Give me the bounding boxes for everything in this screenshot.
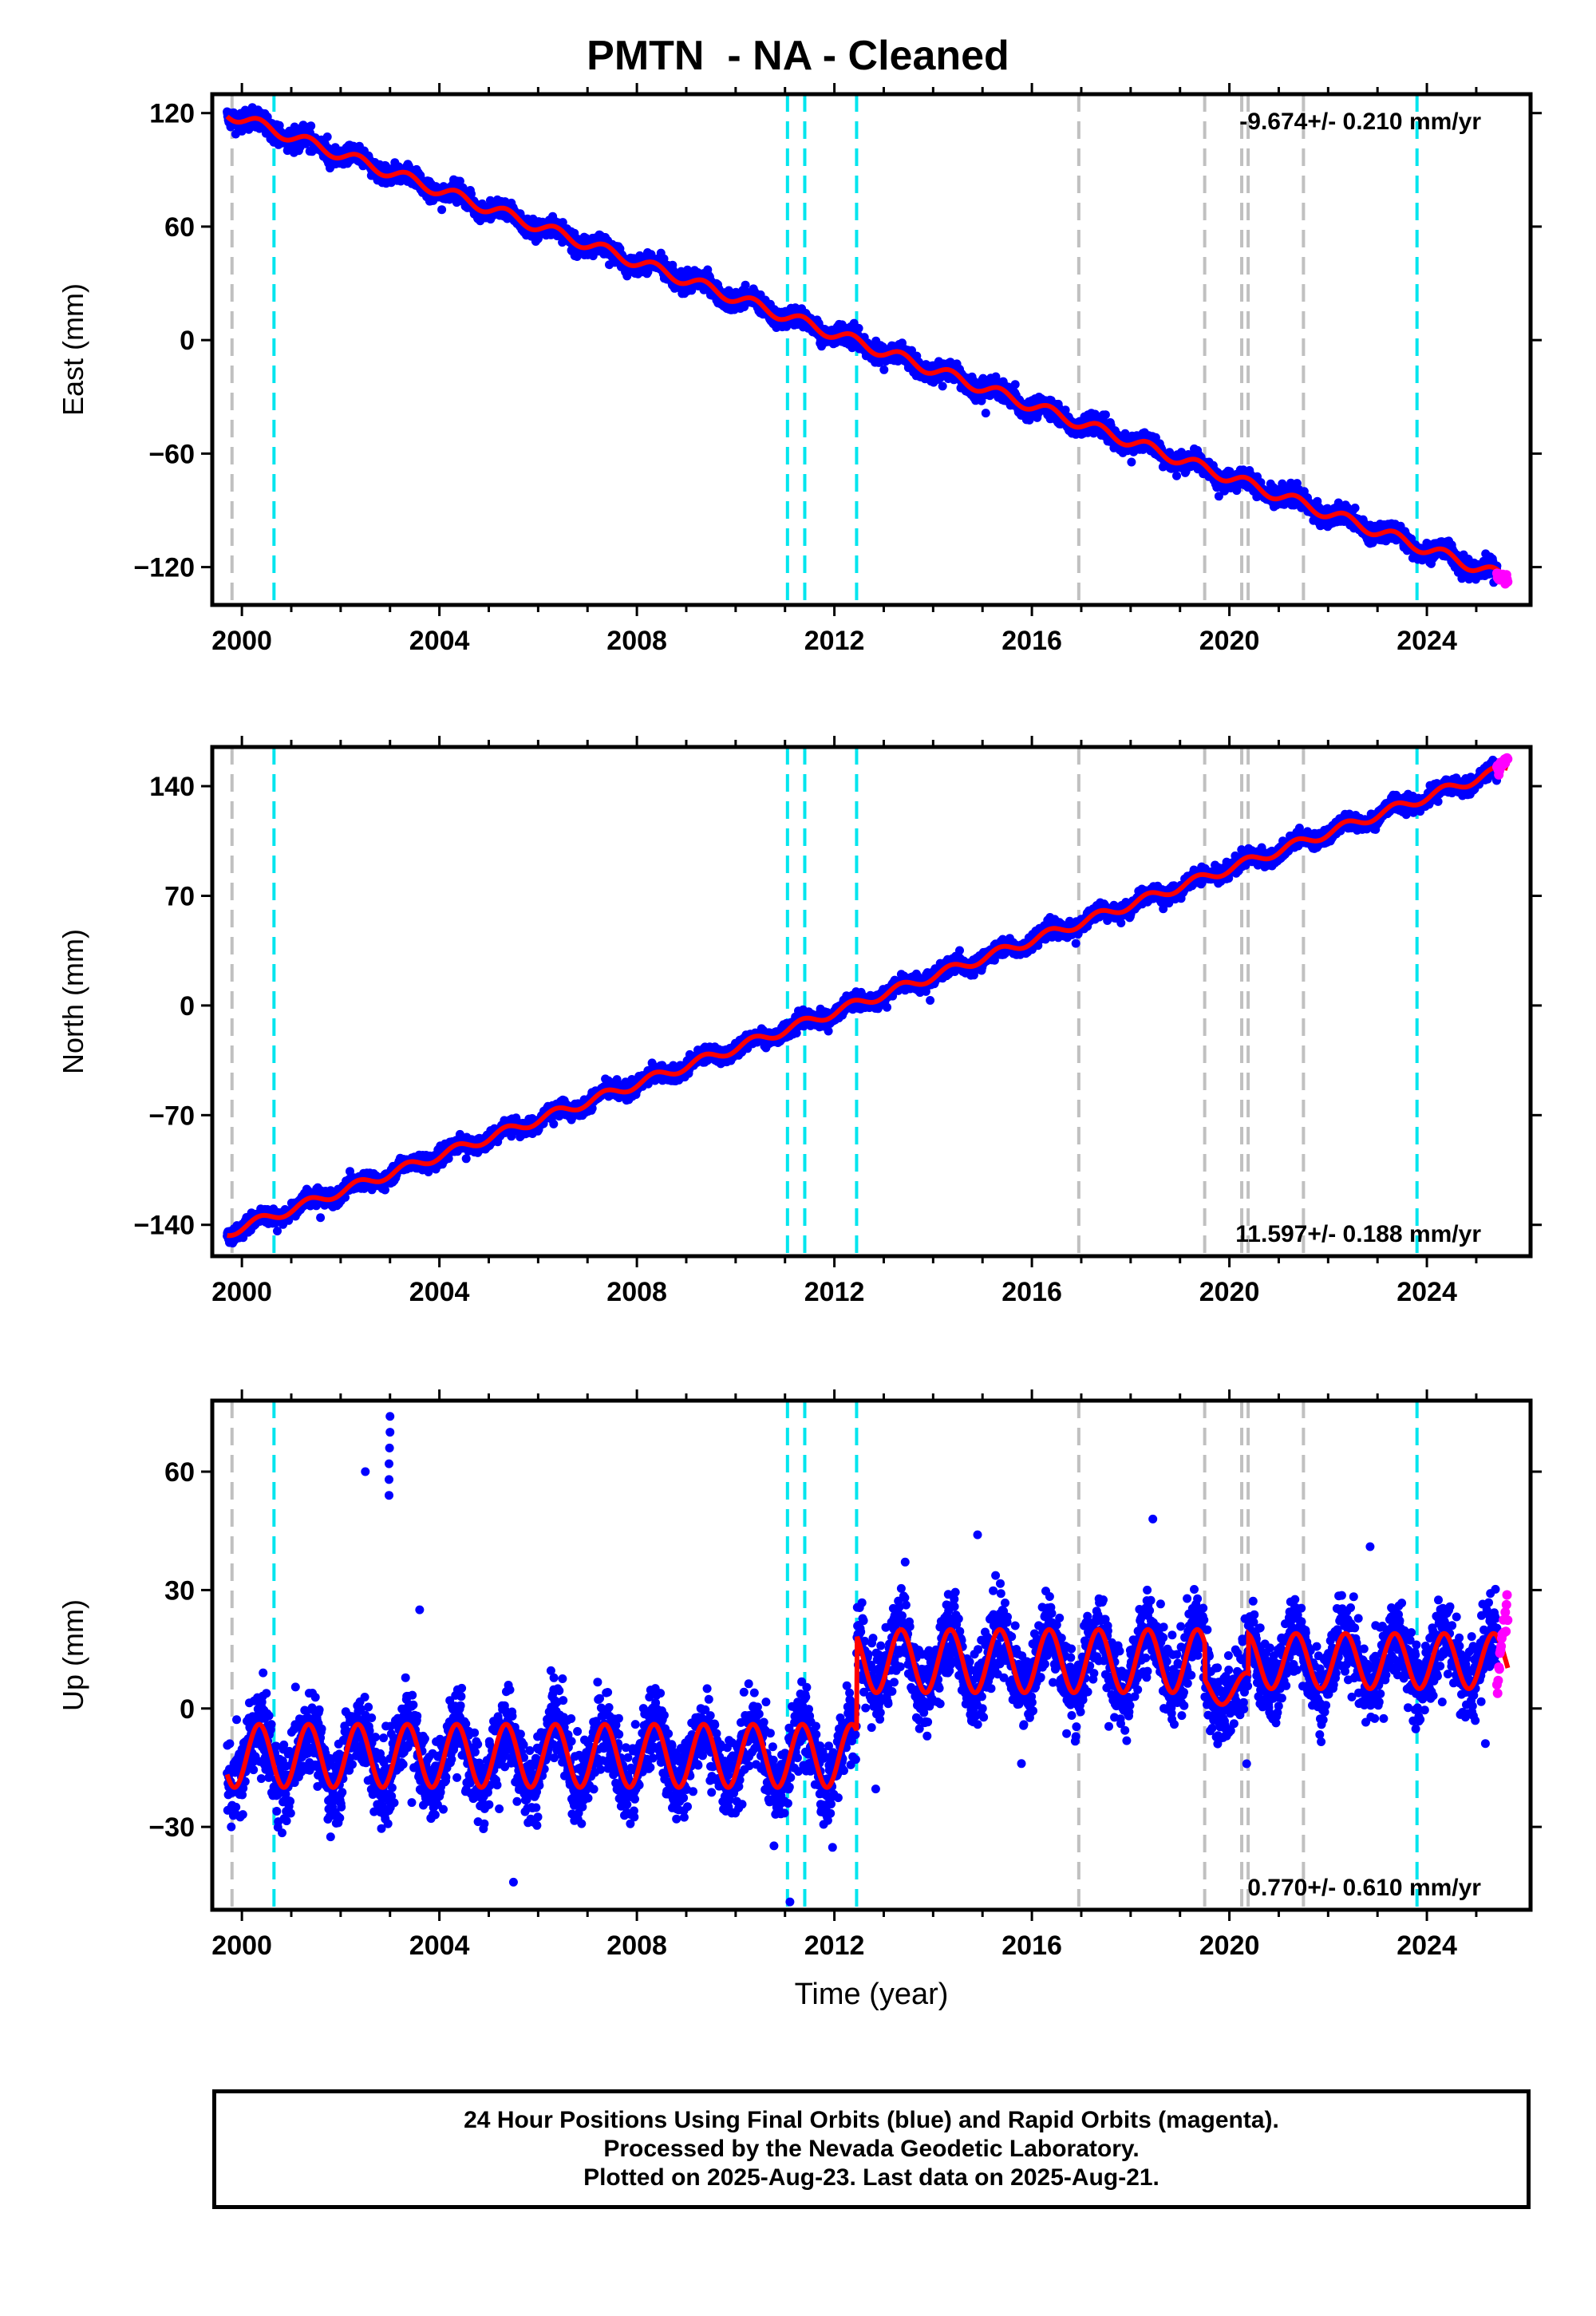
final-orbit-point (437, 205, 447, 215)
final-orbit-point (1172, 471, 1181, 480)
final-orbit-point (306, 121, 316, 131)
y-tick-label: 120 (149, 99, 195, 129)
data-points (223, 753, 1513, 1248)
final-orbit-point (381, 1185, 389, 1195)
x-tick-label: 2004 (409, 626, 470, 656)
rate-label: -9.674+/- 0.210 mm/yr (1239, 109, 1481, 135)
final-orbit-point (741, 280, 750, 290)
rapid-orbit-point (1503, 577, 1513, 587)
x-tick-label: 2000 (211, 626, 272, 656)
y-axis-label: East (mm) (57, 283, 89, 416)
chart-title: PMTN - NA - Cleaned (587, 33, 1009, 79)
x-tick-label: 2016 (1001, 626, 1062, 656)
data-points (223, 103, 1513, 589)
final-orbit-point (879, 365, 889, 374)
final-orbit-point (1127, 457, 1136, 467)
final-orbit-point (1100, 410, 1110, 420)
model-fit-line (225, 114, 1510, 582)
final-orbit-point (467, 189, 476, 199)
final-orbit-point (854, 323, 863, 333)
event-lines (230, 747, 1419, 1256)
y-tick-label: 0 (180, 326, 195, 356)
final-orbit-point (981, 409, 990, 418)
y-tick-label: 60 (164, 212, 195, 243)
y-tick-label: −120 (133, 553, 195, 583)
x-tick-label: 2024 (1396, 626, 1457, 656)
event-lines (230, 94, 1419, 605)
final-orbit-point (907, 346, 916, 355)
final-orbit-point (316, 1213, 326, 1223)
x-tick-label: 2008 (606, 626, 667, 656)
x-tick-label: 2012 (804, 626, 865, 656)
final-orbit-point (455, 176, 464, 186)
final-orbit-point (938, 381, 947, 391)
east-panel: 120 60 0 −60 −120 2000 2004 2008 2012 2016 2020 202… (57, 83, 1542, 656)
x-tick-label: 2020 (1199, 626, 1260, 656)
final-orbit-point (322, 132, 332, 141)
final-orbit-point (1350, 504, 1360, 512)
final-orbit-point (991, 372, 1001, 381)
final-orbit-point (1010, 380, 1020, 389)
y-tick-label: −60 (148, 439, 195, 469)
